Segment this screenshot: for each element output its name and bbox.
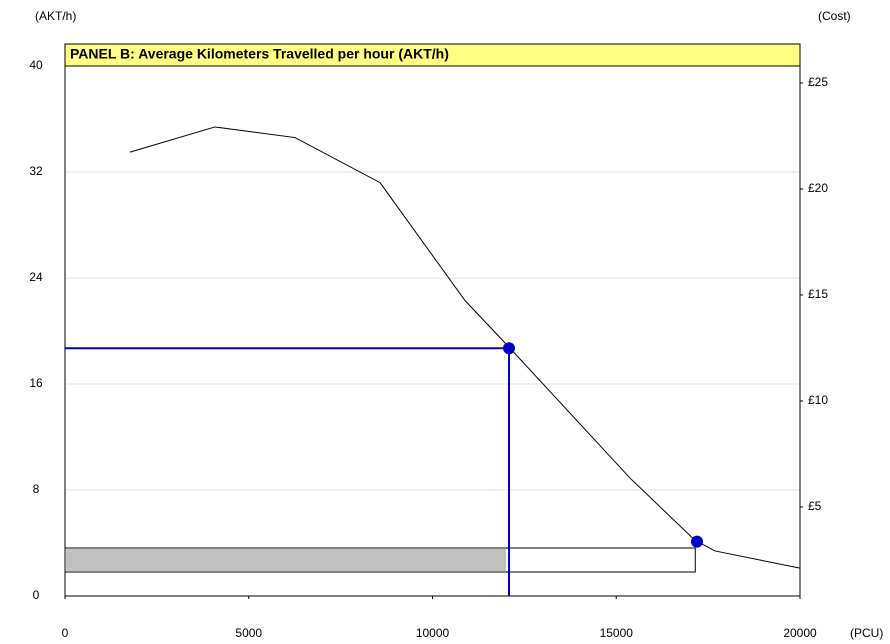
y-axis-label: (AKT/h) [35,9,76,23]
x-tick-label: 15000 [600,626,634,640]
y-tick-label: 40 [29,58,43,72]
y2-tick-label: £25 [808,75,828,89]
y-tick-label: 0 [33,588,40,602]
y-tick-label: 16 [29,376,43,390]
range-bar-fill [66,549,506,571]
marker [503,342,516,355]
x-tick-label: 5000 [235,626,262,640]
chart-title: PANEL B: Average Kilometers Travelled pe… [70,46,449,62]
y2-tick-label: £15 [808,287,828,301]
line [129,126,801,569]
y2-tick-label: £5 [808,499,822,513]
y2-axis-label: (Cost) [818,9,851,23]
marker [690,535,703,548]
x-tick-label: 10000 [416,626,450,640]
x-tick-label: 0 [62,626,69,640]
x-axis-label: (PCU) [850,626,883,640]
y-tick-label: 24 [29,270,43,284]
y2-tick-label: £10 [808,393,828,407]
y2-tick-label: £20 [808,181,828,195]
y-tick-label: 8 [33,482,40,496]
x-tick-label: 20000 [783,626,817,640]
y-tick-label: 32 [29,164,43,178]
plot-frame [64,43,801,597]
title-bar [64,43,801,67]
